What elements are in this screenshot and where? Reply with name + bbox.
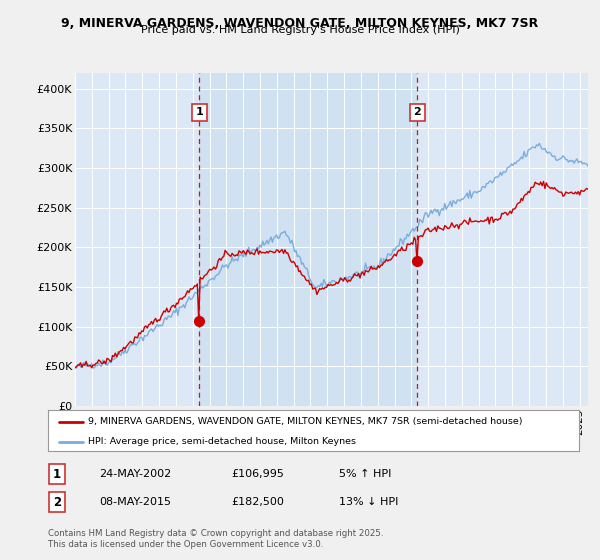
Text: 24-MAY-2002: 24-MAY-2002 bbox=[99, 469, 171, 479]
Text: 9, MINERVA GARDENS, WAVENDON GATE, MILTON KEYNES, MK7 7SR (semi-detached house): 9, MINERVA GARDENS, WAVENDON GATE, MILTO… bbox=[88, 417, 523, 426]
Text: 9, MINERVA GARDENS, WAVENDON GATE, MILTON KEYNES, MK7 7SR: 9, MINERVA GARDENS, WAVENDON GATE, MILTO… bbox=[61, 17, 539, 30]
Text: 2: 2 bbox=[53, 496, 61, 509]
Text: HPI: Average price, semi-detached house, Milton Keynes: HPI: Average price, semi-detached house,… bbox=[88, 437, 356, 446]
Text: 5% ↑ HPI: 5% ↑ HPI bbox=[339, 469, 391, 479]
Text: £106,995: £106,995 bbox=[231, 469, 284, 479]
Text: 2: 2 bbox=[413, 108, 421, 118]
Text: Contains HM Land Registry data © Crown copyright and database right 2025.
This d: Contains HM Land Registry data © Crown c… bbox=[48, 529, 383, 549]
Text: 1: 1 bbox=[196, 108, 203, 118]
Text: Price paid vs. HM Land Registry's House Price Index (HPI): Price paid vs. HM Land Registry's House … bbox=[140, 25, 460, 35]
Bar bbox=[199, 73, 418, 406]
Text: 08-MAY-2015: 08-MAY-2015 bbox=[99, 497, 171, 507]
Text: 13% ↓ HPI: 13% ↓ HPI bbox=[339, 497, 398, 507]
Text: 1: 1 bbox=[53, 468, 61, 481]
Text: £182,500: £182,500 bbox=[231, 497, 284, 507]
